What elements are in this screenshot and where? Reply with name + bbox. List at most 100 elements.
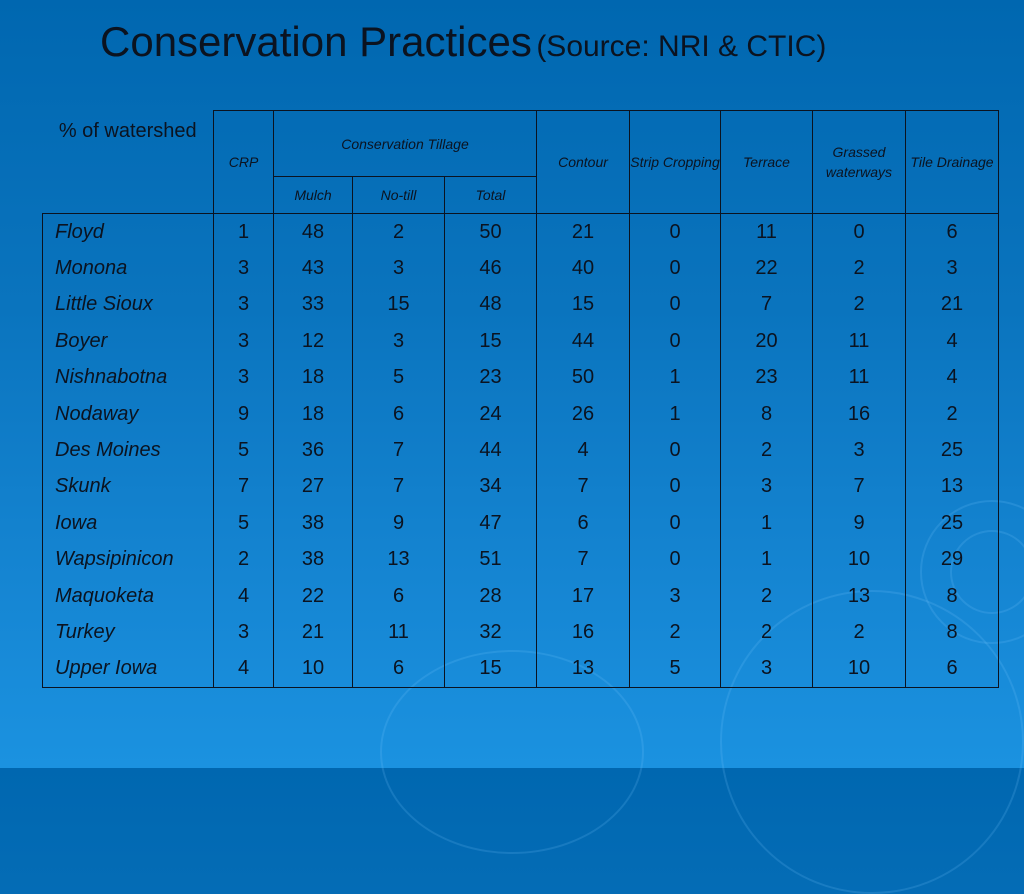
table-row: Maquoketa 4 22 6 28 17 3 2 13 8 xyxy=(42,577,999,615)
table-cell: 2 xyxy=(352,213,445,251)
table-cell: 1 xyxy=(213,213,274,251)
watershed-name: Maquoketa xyxy=(42,577,214,615)
header-strip-cropping: Strip Cropping xyxy=(629,110,721,214)
table-row: Monona 3 43 3 46 40 0 22 2 3 xyxy=(42,250,999,287)
slide-title: Conservation Practices (Source: NRI & CT… xyxy=(100,18,826,66)
table-cell: 3 xyxy=(812,432,906,469)
header-tile-drainage: Tile Drainage xyxy=(905,110,999,214)
table-cell: 8 xyxy=(905,614,999,651)
table-cell: 28 xyxy=(444,577,537,615)
table-cell: 21 xyxy=(905,286,999,324)
table-cell: 40 xyxy=(536,250,630,287)
table-row: Floyd 1 48 2 50 21 0 11 0 6 xyxy=(42,213,999,251)
table-cell: 21 xyxy=(273,614,353,651)
table-cell: 38 xyxy=(273,541,353,578)
table-cell: 2 xyxy=(720,614,813,651)
table-cell: 18 xyxy=(273,359,353,396)
table-row: Nishnabotna 3 18 5 23 50 1 23 11 4 xyxy=(42,359,999,396)
table-cell: 36 xyxy=(273,432,353,469)
table-cell: 13 xyxy=(352,541,445,578)
table-cell: 0 xyxy=(629,505,721,542)
table-cell: 2 xyxy=(812,614,906,651)
watershed-name: Nodaway xyxy=(42,395,214,433)
table-cell: 5 xyxy=(352,359,445,396)
table-cell: 27 xyxy=(273,468,353,506)
table-body: Floyd 1 48 2 50 21 0 11 0 6 Monona 3 43 3 46 40 0 22 2 3 Lit… xyxy=(42,213,999,689)
table-cell: 3 xyxy=(213,250,274,287)
table-cell: 46 xyxy=(444,250,537,287)
table-cell: 50 xyxy=(444,213,537,251)
table-cell: 17 xyxy=(536,577,630,615)
table-cell: 3 xyxy=(720,468,813,506)
table-cell: 13 xyxy=(812,577,906,615)
header-conservation-tillage: Conservation Tillage xyxy=(273,110,537,177)
table-cell: 0 xyxy=(812,213,906,251)
table-cell: 2 xyxy=(812,286,906,324)
table-cell: 11 xyxy=(720,213,813,251)
table-row: Wapsipinicon 2 38 13 51 7 0 1 10 29 xyxy=(42,541,999,578)
table-cell: 4 xyxy=(213,577,274,615)
table-cell: 6 xyxy=(905,213,999,251)
table-cell: 44 xyxy=(444,432,537,469)
table-cell: 6 xyxy=(905,650,999,689)
table-row: Upper Iowa 4 10 6 15 13 5 3 10 6 xyxy=(42,650,999,689)
table-row: Des Moines 5 36 7 44 4 0 2 3 25 xyxy=(42,432,999,469)
table-cell: 7 xyxy=(352,432,445,469)
table-cell: 21 xyxy=(536,213,630,251)
table-cell: 0 xyxy=(629,468,721,506)
table-cell: 23 xyxy=(720,359,813,396)
table-cell: 2 xyxy=(213,541,274,578)
table-cell: 9 xyxy=(352,505,445,542)
table-cell: 13 xyxy=(536,650,630,689)
table-cell: 1 xyxy=(629,359,721,396)
table-cell: 3 xyxy=(352,323,445,360)
table-cell: 11 xyxy=(812,323,906,360)
watershed-name: Boyer xyxy=(42,323,214,360)
header-mulch: Mulch xyxy=(273,176,353,214)
table-cell: 48 xyxy=(444,286,537,324)
watershed-name: Wapsipinicon xyxy=(42,541,214,578)
table-cell: 7 xyxy=(352,468,445,506)
watershed-name: Upper Iowa xyxy=(42,650,214,689)
table-cell: 50 xyxy=(536,359,630,396)
watershed-name: Des Moines xyxy=(42,432,214,469)
watershed-name: Nishnabotna xyxy=(42,359,214,396)
table-cell: 3 xyxy=(352,250,445,287)
table-cell: 5 xyxy=(629,650,721,689)
table-cell: 10 xyxy=(812,541,906,578)
table-cell: 25 xyxy=(905,505,999,542)
table-cell: 8 xyxy=(905,577,999,615)
table-cell: 3 xyxy=(213,286,274,324)
header-watershed: % of watershed xyxy=(42,110,214,214)
table-cell: 6 xyxy=(352,577,445,615)
table-cell: 13 xyxy=(905,468,999,506)
table-cell: 1 xyxy=(720,505,813,542)
table-cell: 2 xyxy=(905,395,999,433)
table-cell: 3 xyxy=(629,577,721,615)
header-total: Total xyxy=(444,176,537,214)
table-cell: 9 xyxy=(213,395,274,433)
table-cell: 5 xyxy=(213,432,274,469)
table-cell: 15 xyxy=(536,286,630,324)
watershed-name: Iowa xyxy=(42,505,214,542)
table-cell: 1 xyxy=(629,395,721,433)
table-cell: 43 xyxy=(273,250,353,287)
table-row: Iowa 5 38 9 47 6 0 1 9 25 xyxy=(42,505,999,542)
watershed-name: Little Sioux xyxy=(42,286,214,324)
table-cell: 7 xyxy=(720,286,813,324)
table-cell: 7 xyxy=(812,468,906,506)
table-cell: 4 xyxy=(905,359,999,396)
table-cell: 15 xyxy=(444,323,537,360)
table-cell: 9 xyxy=(812,505,906,542)
header-contour: Contour xyxy=(536,110,630,214)
watershed-name: Turkey xyxy=(42,614,214,651)
table-cell: 3 xyxy=(720,650,813,689)
title-source: (Source: NRI & CTIC) xyxy=(536,30,827,63)
table-cell: 2 xyxy=(629,614,721,651)
table-cell: 2 xyxy=(720,577,813,615)
watershed-name: Skunk xyxy=(42,468,214,506)
table-cell: 12 xyxy=(273,323,353,360)
table-cell: 33 xyxy=(273,286,353,324)
header-notill: No-till xyxy=(352,176,445,214)
table-cell: 18 xyxy=(273,395,353,433)
